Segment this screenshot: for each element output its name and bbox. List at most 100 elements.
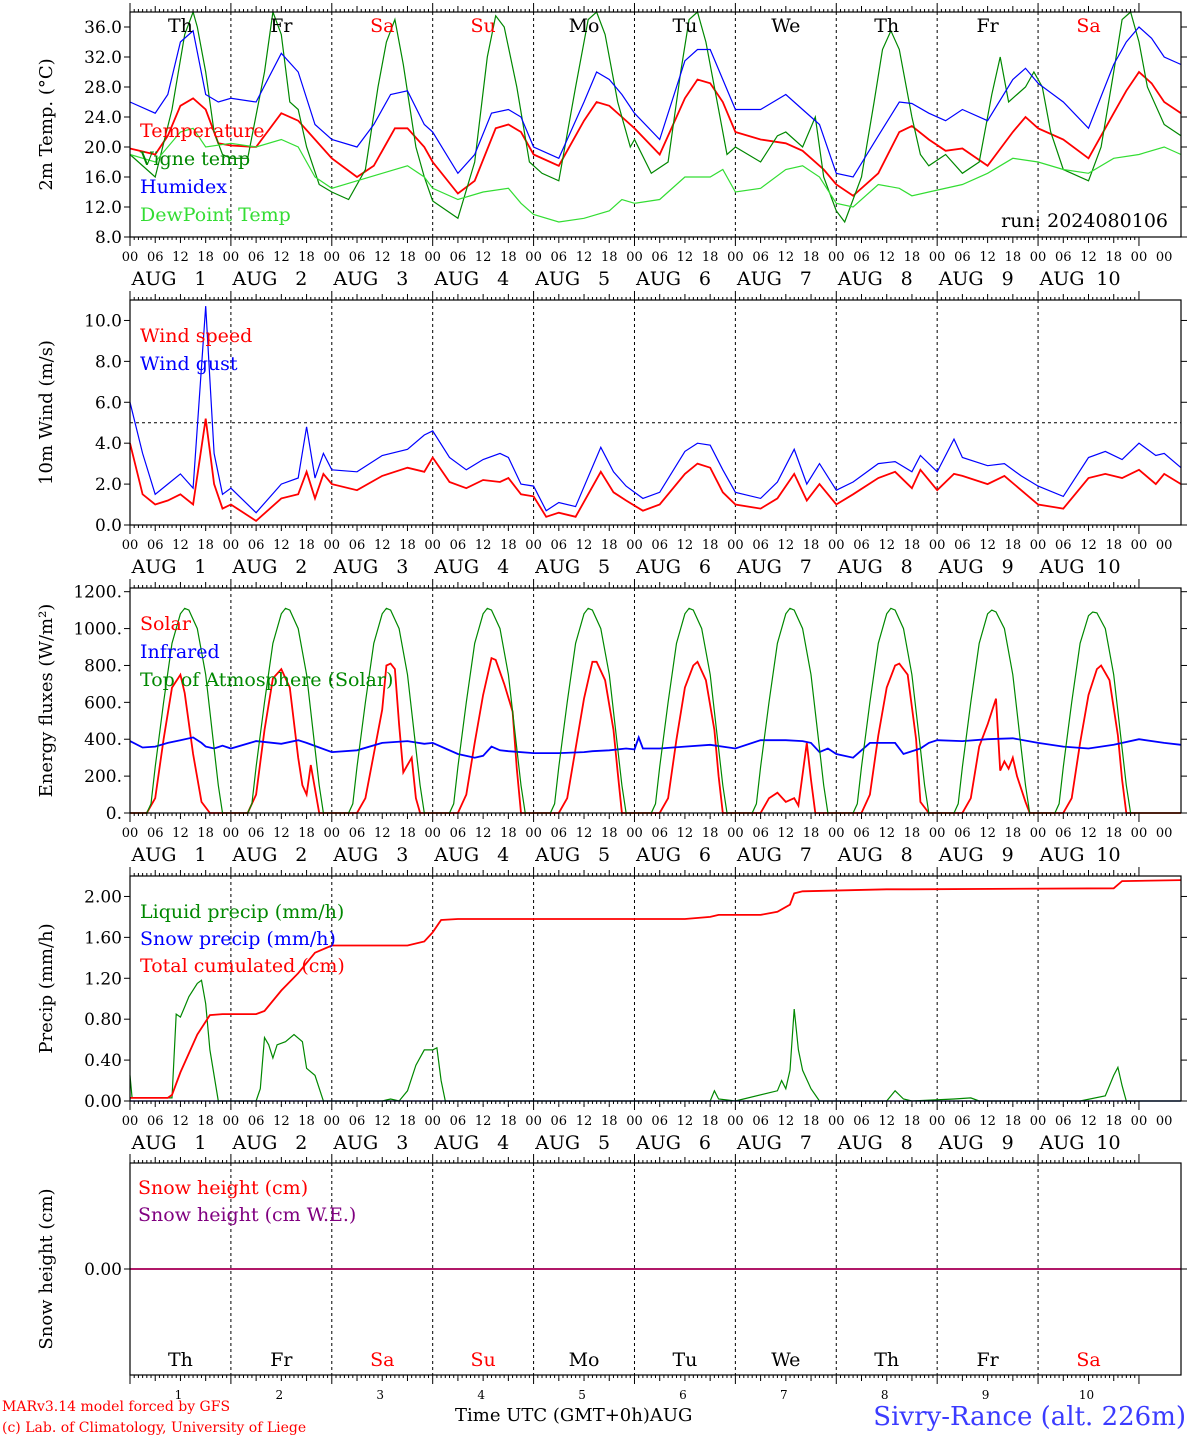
- weekday-label: Fr: [976, 15, 999, 37]
- x-hour-label: 12: [979, 1114, 996, 1129]
- x-hour-label: 00: [525, 1114, 542, 1129]
- x-day-number: 5: [578, 1388, 586, 1402]
- x-month-label: AUG: [433, 1132, 479, 1154]
- x-hour-label: 00: [223, 538, 240, 553]
- x-month-label: AUG: [332, 1132, 378, 1154]
- x-hour-label: 06: [752, 250, 769, 265]
- x-hour-label: 00: [828, 826, 845, 841]
- y-tick-label: 28.0: [84, 78, 122, 98]
- x-month-label: AUG: [433, 556, 479, 578]
- x-hour-label: 06: [248, 250, 265, 265]
- series-line: [130, 879, 1182, 1099]
- x-hour-label: 00: [424, 1114, 441, 1129]
- x-hour-label: 12: [778, 826, 795, 841]
- x-hour-label: 06: [147, 538, 164, 553]
- x-hour-label: 12: [677, 1114, 694, 1129]
- x-hour-label: 00: [1156, 826, 1173, 841]
- x-day-label: 9: [1002, 556, 1014, 578]
- legend-label: DewPoint Temp: [140, 204, 291, 226]
- x-hour-label: 00: [122, 250, 139, 265]
- x-hour-label: 12: [677, 250, 694, 265]
- x-hour-label: 06: [248, 538, 265, 553]
- x-month-label: AUG: [231, 268, 277, 290]
- x-day-label: 8: [901, 268, 913, 290]
- x-hour-label: 00: [424, 538, 441, 553]
- x-hour-label: 18: [197, 1114, 214, 1129]
- x-day-label: 9: [1002, 268, 1014, 290]
- x-month-label: AUG: [1039, 844, 1085, 866]
- x-month-label: AUG: [1039, 268, 1085, 290]
- x-hour-label: 18: [803, 250, 820, 265]
- x-month-label: AUG: [736, 268, 782, 290]
- series-line: [129, 26, 1182, 178]
- x-hour-label: 00: [525, 826, 542, 841]
- x-hour-label: 06: [1055, 250, 1072, 265]
- series-line: [129, 10, 1182, 224]
- legend-label: Snow precip (mm/h): [140, 928, 336, 950]
- x-hour-label: 12: [878, 826, 895, 841]
- y-tick-label: 0.0: [95, 516, 122, 536]
- legend-label: Top of Atmosphere (Solar): [140, 669, 393, 691]
- x-hour-label: 06: [954, 826, 971, 841]
- x-hour-label: 00: [929, 538, 946, 553]
- x-month-label: AUG: [231, 1132, 277, 1154]
- x-hour-label: 18: [500, 538, 517, 553]
- x-hour-label: 06: [450, 826, 467, 841]
- weekday-label: Sa: [1076, 15, 1100, 37]
- x-hour-label: 06: [752, 538, 769, 553]
- x-day-label: 5: [598, 1132, 610, 1154]
- weekday-label: Fr: [976, 1349, 999, 1371]
- x-hour-label: 18: [399, 1114, 416, 1129]
- y-axis-label: 2m Temp. (°C): [36, 58, 57, 190]
- x-month-label: AUG: [635, 844, 681, 866]
- x-day-label: 7: [800, 844, 812, 866]
- weekday-label: Th: [168, 15, 193, 37]
- x-hour-label: 12: [172, 538, 189, 553]
- x-hour-label: 18: [298, 538, 315, 553]
- weekday-label: Tu: [672, 1349, 697, 1371]
- x-day-label: 5: [598, 556, 610, 578]
- x-hour-label: 12: [172, 250, 189, 265]
- y-tick-label: 10.0: [84, 311, 122, 331]
- x-hour-label: 06: [551, 1114, 568, 1129]
- panel-1: [124, 3, 1187, 246]
- y-tick-label: 2.00: [84, 887, 122, 907]
- x-hour-label: 12: [778, 250, 795, 265]
- x-month-label: AUG: [131, 268, 177, 290]
- x-hour-label: 18: [1105, 826, 1122, 841]
- x-hour-label: 18: [702, 538, 719, 553]
- x-hour-label: 06: [954, 1114, 971, 1129]
- weekday-label: Fr: [270, 1349, 293, 1371]
- x-day-label: 10: [1096, 268, 1120, 290]
- weekday-label: Th: [874, 1349, 899, 1371]
- legend-label: Vigne temp: [139, 148, 250, 170]
- y-tick-label: 0.00: [84, 1092, 122, 1112]
- x-hour-label: 00: [223, 250, 240, 265]
- x-hour-label: 18: [298, 250, 315, 265]
- x-hour-label: 06: [349, 826, 366, 841]
- x-hour-label: 00: [324, 1114, 341, 1129]
- x-hour-label: 18: [904, 538, 921, 553]
- x-hour-label: 00: [828, 250, 845, 265]
- x-hour-label: 18: [298, 826, 315, 841]
- x-hour-label: 00: [122, 538, 139, 553]
- x-hour-label: 06: [147, 250, 164, 265]
- panel-5: [124, 1154, 1187, 1384]
- x-hour-label: 18: [298, 1114, 315, 1129]
- x-day-label: 1: [194, 268, 206, 290]
- x-hour-label: 06: [551, 826, 568, 841]
- x-hour-label: 06: [752, 1114, 769, 1129]
- weekday-label: Tu: [672, 15, 697, 37]
- x-hour-label: 00: [1156, 1114, 1173, 1129]
- panel-4: [124, 867, 1187, 1110]
- legend-label: Snow height (cm): [138, 1177, 308, 1199]
- x-hour-label: 18: [1005, 538, 1022, 553]
- y-tick-label: 12.0: [84, 198, 122, 218]
- x-hour-label: 00: [1030, 826, 1047, 841]
- x-hour-label: 12: [1080, 826, 1097, 841]
- legend-label: Wind gust: [140, 353, 238, 375]
- x-day-label: 5: [598, 844, 610, 866]
- x-month-label: AUG: [433, 268, 479, 290]
- x-hour-label: 06: [853, 1114, 870, 1129]
- y-tick-label: 0.00: [84, 1260, 122, 1280]
